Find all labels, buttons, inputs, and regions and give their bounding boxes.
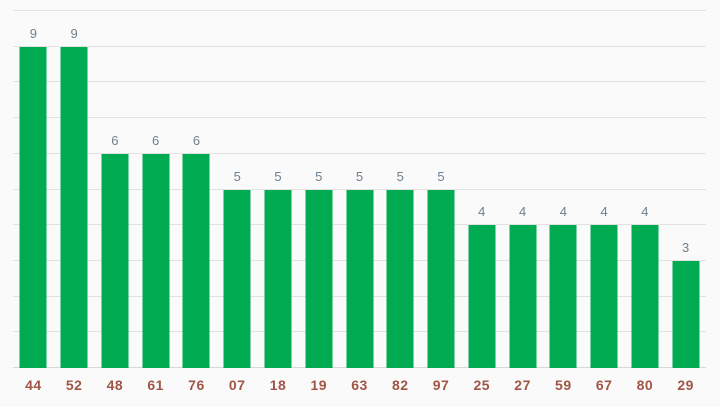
x-axis-category-label: 25	[473, 377, 491, 393]
bar-column: 4	[543, 11, 584, 368]
x-axis-category-label: 18	[269, 377, 287, 393]
plot-area: 9 9 6 6 6 5 5 5 5 5 5 4 4 4 4 4 3	[13, 10, 706, 368]
bar[interactable]	[468, 225, 496, 368]
bar[interactable]	[631, 225, 659, 368]
bar[interactable]	[346, 189, 373, 368]
bar[interactable]	[386, 189, 414, 368]
gridline	[13, 188, 706, 190]
bar[interactable]	[590, 225, 618, 368]
bar-column: 5	[339, 11, 380, 368]
bar[interactable]	[19, 46, 47, 368]
bar[interactable]	[549, 225, 577, 368]
bar[interactable]	[305, 189, 333, 368]
bar-column: 6	[95, 11, 136, 368]
bar-column: 5	[421, 11, 462, 368]
gridline	[13, 152, 706, 154]
x-axis-category-label: 48	[106, 377, 124, 393]
bar-column: 3	[665, 11, 706, 368]
x-axis-category-label: 07	[228, 377, 246, 393]
bar[interactable]	[60, 46, 88, 368]
bar-value-label: 4	[559, 204, 567, 220]
bar-column: 4	[502, 11, 543, 368]
bar-value-label: 4	[518, 204, 527, 220]
bar-column: 9	[54, 11, 95, 368]
bar-column: 5	[380, 11, 421, 368]
bar-column: 4	[584, 11, 625, 368]
x-axis-category-label: 67	[595, 377, 613, 393]
bar-column: 6	[176, 11, 217, 368]
bar[interactable]	[182, 153, 210, 368]
bar-value-label: 4	[600, 204, 608, 220]
bar-value-label: 5	[315, 168, 323, 184]
bar[interactable]	[427, 189, 455, 368]
gridline	[13, 117, 706, 119]
bar-value-label: 5	[274, 168, 282, 184]
bar-column: 4	[624, 11, 665, 368]
bar[interactable]	[672, 260, 700, 368]
gridline	[13, 10, 706, 11]
x-axis-category-label: 63	[351, 377, 368, 393]
bar[interactable]	[101, 153, 129, 368]
bar-value-label: 4	[641, 204, 649, 220]
bar-value-label: 6	[192, 132, 201, 148]
x-axis-category-label: 29	[677, 377, 694, 393]
bar-column: 5	[217, 11, 258, 368]
bar-column: 4	[461, 11, 502, 368]
x-axis-category-label: 82	[391, 377, 409, 393]
bar-column: 6	[135, 11, 176, 368]
bar-value-label: 9	[29, 25, 37, 41]
x-axis-labels: 44 52 48 61 76 07 18 19 63 82 97 25 27 59 67 80 29	[13, 377, 706, 393]
bar-value-label: 5	[437, 168, 445, 184]
gridline	[13, 45, 706, 47]
bar-value-label: 9	[70, 25, 78, 41]
x-axis-category-label: 44	[25, 377, 42, 393]
bar-value-label: 4	[478, 204, 486, 220]
bar[interactable]	[509, 225, 537, 368]
bar-value-label: 5	[233, 168, 241, 184]
x-axis-category-label: 76	[188, 377, 205, 393]
bar-column: 5	[298, 11, 339, 368]
x-axis-category-label: 59	[555, 377, 572, 393]
x-axis-category-label: 19	[310, 377, 328, 393]
bar-column: 9	[13, 11, 54, 368]
bar-value-label: 5	[396, 168, 404, 184]
bar-value-label: 5	[355, 168, 364, 184]
gridline	[13, 81, 706, 83]
bar[interactable]	[142, 153, 170, 368]
x-axis-category-label: 27	[514, 377, 531, 393]
bars-container: 9 9 6 6 6 5 5 5 5 5 5 4 4 4 4 4 3	[13, 11, 706, 368]
x-axis-category-label: 97	[432, 377, 450, 393]
bar-column: 5	[258, 11, 299, 368]
x-axis-category-label: 52	[65, 377, 83, 393]
bar-value-label: 6	[152, 132, 160, 148]
x-axis-category-label: 80	[636, 377, 654, 393]
bar-value-label: 6	[111, 132, 119, 148]
bar[interactable]	[264, 189, 292, 368]
bar[interactable]	[223, 189, 251, 368]
x-axis-category-label: 61	[147, 377, 164, 393]
bar-value-label: 3	[682, 239, 690, 255]
